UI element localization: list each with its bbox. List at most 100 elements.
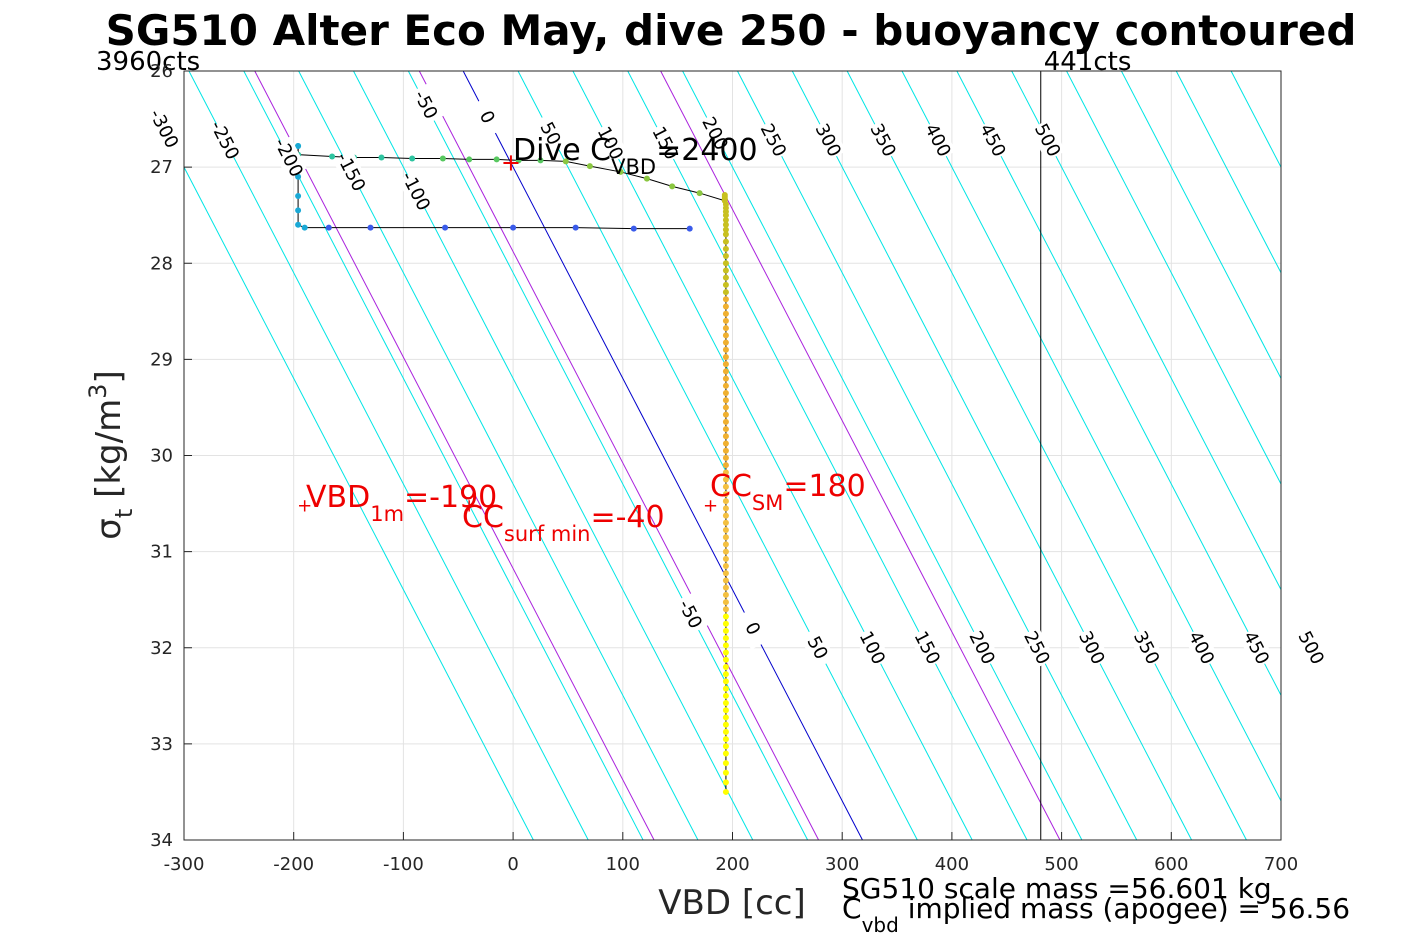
data-point [722,541,729,548]
contour-label: -250 [206,117,243,163]
data-point [722,411,729,418]
contour-line [901,70,1282,802]
contour-label-bg [696,112,734,155]
y-tick-label: 32 [150,638,173,659]
contour-label-bg [1073,626,1110,669]
x-tick-label: 500 [1044,854,1078,875]
contour-label-bg [332,150,370,193]
data-point [722,339,729,346]
data-point [722,635,729,642]
x-tick-label: 700 [1264,854,1298,875]
data-point [722,714,729,721]
data-point [722,563,729,570]
data-point [722,577,729,584]
contour-line [1066,70,1282,485]
data-point [442,224,449,231]
data-point [643,175,650,182]
data-point [722,599,729,606]
contour-line [418,70,820,841]
contour-line [627,70,1028,841]
footer-implied-mass: Cvbd implied mass (apogee) = 56.56 [842,892,1350,937]
data-point [722,685,729,692]
data-point [722,226,729,233]
contour-line [846,70,1247,841]
contour-line [1175,70,1282,273]
data-point [722,476,729,483]
data-point [722,627,729,634]
data-point [537,157,544,164]
data-point [722,368,729,375]
data-point [367,224,374,231]
contour-line [462,70,863,841]
data-point [295,173,302,180]
contour-label-bg [734,607,771,650]
data-point [722,548,729,555]
contour-label-bg [1238,626,1275,669]
y-tick-label: 27 [150,157,173,178]
data-point [722,591,729,598]
data-point [722,743,729,750]
data-series [295,142,729,795]
contour-line [736,70,1138,841]
contour-label-bg [1183,626,1220,669]
data-point [722,570,729,577]
y-tick-label: 26 [150,61,173,82]
data-point [295,192,302,199]
data-point [586,163,593,170]
x-tick-label: -100 [383,854,424,875]
data-point [722,361,729,368]
data-point [722,260,729,267]
data-point [722,534,729,541]
data-point [722,447,729,454]
data-point [722,245,729,252]
chart-title: SG510 Alter Eco May, dive 250 - buoyancy… [106,6,1357,55]
data-point [630,225,637,232]
annotation-text: Dive CVBD=2400 [513,133,758,179]
data-point [722,620,729,627]
contour-label-bg [407,83,444,126]
x-tick-label: -300 [164,854,205,875]
data-point [722,353,729,360]
contour-label-bg [755,119,792,162]
contour-label-bg [206,119,243,162]
data-point [515,157,522,164]
contour-line [298,70,699,841]
contour-label-bg [974,119,1011,162]
data-point [572,224,579,231]
count-label: 441cts [1044,47,1132,77]
data-point [617,168,624,175]
contour-label: -150 [332,149,369,195]
contour-label-bg [672,593,709,636]
contour-label: 350 [865,120,899,160]
data-point [722,208,729,215]
data-point [722,238,729,245]
data-point [722,769,729,776]
axes: -300 -200 -100 0 100 200 300 400 500 600 700 26 27 28… [150,61,1298,875]
data-point [722,289,729,296]
data-point [722,642,729,649]
data-point [722,519,729,526]
data-point [722,296,729,303]
data-point [722,317,729,324]
data-point [722,281,729,288]
contour-label-bg [810,119,847,162]
contour-label: 300 [811,120,845,160]
contour-line [188,70,589,841]
contour-lines [183,70,1282,841]
annotation-marker: + [501,148,521,176]
data-point [722,462,729,469]
data-point [722,303,729,310]
contour-label-bg [909,626,946,669]
data-point [721,195,728,202]
contour-label-bg [1128,626,1165,669]
x-tick-label: 0 [507,854,518,875]
contour-label: 500 [1030,120,1064,160]
data-point [722,267,729,274]
data-point [722,221,729,228]
contour-label-bg [647,122,684,165]
data-point [493,156,500,163]
data-point [686,225,693,232]
data-point [562,158,569,165]
data-point [466,156,473,163]
data-point [722,498,729,505]
